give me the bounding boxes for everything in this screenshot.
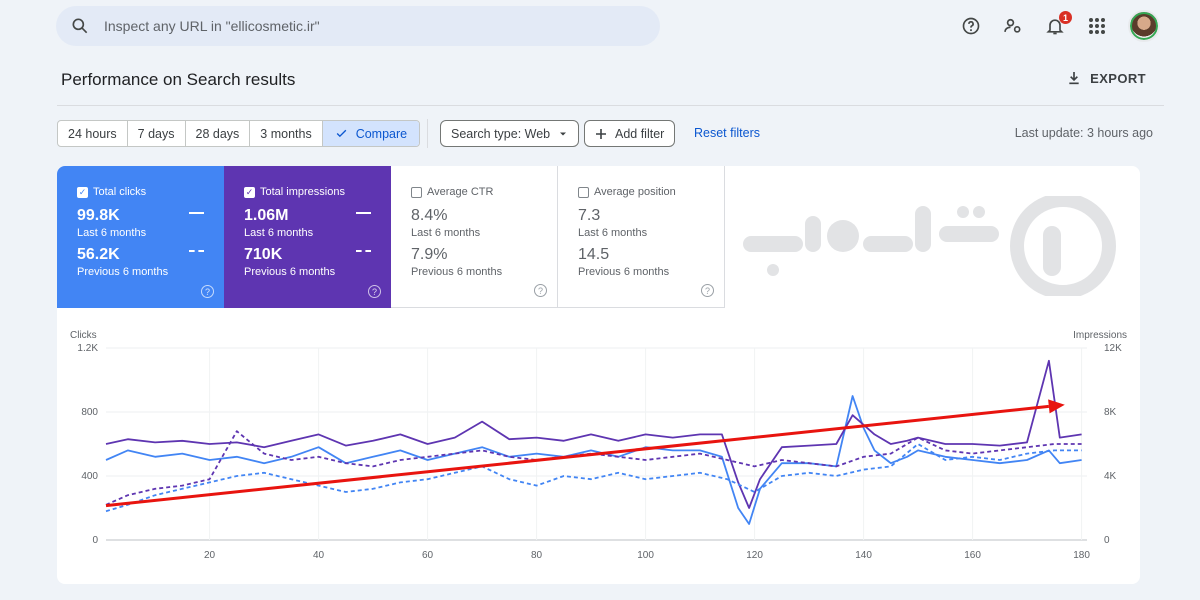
metric-previous-period: Previous 6 months	[244, 266, 336, 278]
metric-previous-value: 710K	[244, 246, 283, 263]
metric-current-value: 99.8K	[77, 207, 120, 224]
left-axis-label: Clicks	[70, 330, 97, 341]
reset-filters-link[interactable]: Reset filters	[694, 126, 760, 140]
metric-label: Total clicks	[93, 186, 147, 198]
x-tick-label: 60	[422, 550, 434, 561]
checkbox-unchecked-icon[interactable]	[578, 186, 589, 198]
x-tick-label: 80	[531, 550, 543, 561]
x-tick-label: 100	[637, 550, 654, 561]
search-type-dropdown[interactable]: Search type: Web	[440, 120, 580, 147]
search-type-label: Search type: Web	[451, 126, 551, 141]
trend-arrow	[105, 399, 1065, 508]
metric-current-value: 8.4%	[411, 207, 448, 224]
help-icon[interactable]: ?	[701, 284, 714, 297]
range-24-hours[interactable]: 24 hours	[58, 121, 128, 146]
x-tick-label: 140	[855, 550, 872, 561]
x-tick-label: 160	[964, 550, 981, 561]
range-compare[interactable]: Compare	[322, 121, 420, 146]
metric-previous-value: 7.9%	[411, 246, 448, 263]
right-axis-label: Impressions	[1073, 330, 1127, 341]
filter-separator	[427, 119, 428, 148]
metric-previous-period: Previous 6 months	[77, 266, 169, 278]
solid-line-legend	[356, 212, 371, 214]
performance-chart: Clicks Impressions 0 0 400 4K 800 8K 1.2K 12K 20…	[70, 330, 1127, 561]
checkbox-checked-icon[interactable]: ✓	[77, 186, 88, 198]
metric-previous-period: Previous 6 months	[411, 266, 503, 278]
download-icon	[1069, 72, 1079, 85]
add-filter-label: Add filter	[615, 126, 665, 141]
x-tick-label: 180	[1073, 550, 1090, 561]
previous-impressions-line	[105, 430, 1082, 506]
last-update-text: Last update: 3 hours ago	[1014, 126, 1153, 140]
chart-series	[105, 359, 1082, 525]
check-icon	[336, 129, 347, 138]
trend-arrow-line	[105, 404, 1050, 508]
header-divider	[57, 105, 1164, 106]
metric-previous-value: 56.2K	[77, 246, 120, 263]
left-tick-label: 400	[81, 471, 98, 482]
left-tick-label: 1.2K	[77, 343, 98, 354]
right-tick-label: 12K	[1104, 343, 1122, 354]
metric-average-position[interactable]: Average position 7.3 Last 6 months 14.5 …	[558, 166, 725, 308]
range-7-days[interactable]: 7 days	[128, 121, 186, 146]
apps-icon[interactable]	[1086, 15, 1108, 37]
current-clicks-line	[105, 395, 1082, 525]
help-icon[interactable]: ?	[201, 285, 214, 298]
metric-label: Average CTR	[427, 186, 494, 198]
dropdown-arrow-icon	[560, 132, 567, 135]
help-icon[interactable]: ?	[368, 285, 381, 298]
right-tick-label: 0	[1104, 535, 1110, 546]
top-toolbar: 1	[960, 10, 1160, 42]
right-tick-label: 4K	[1104, 471, 1117, 482]
help-icon[interactable]: ?	[534, 284, 547, 297]
bell-icon[interactable]: 1	[1044, 11, 1072, 37]
left-tick-label: 800	[81, 407, 98, 418]
metric-current-value: 1.06M	[244, 207, 289, 224]
export-button[interactable]: EXPORT	[1066, 70, 1146, 86]
left-tick-label: 0	[92, 535, 98, 546]
metric-label: Total impressions	[260, 186, 345, 198]
notification-badge: 1	[1059, 11, 1072, 24]
current-impressions-line	[105, 359, 1082, 509]
range-28-days[interactable]: 28 days	[186, 121, 251, 146]
plus-icon	[596, 128, 606, 139]
metric-current-period: Last 6 months	[411, 227, 481, 239]
checkbox-checked-icon[interactable]: ✓	[244, 186, 255, 198]
dashed-line-legend	[356, 250, 371, 252]
add-filter-button[interactable]: Add filter	[584, 120, 676, 147]
x-tick-label: 20	[204, 550, 216, 561]
metric-current-period: Last 6 months	[578, 227, 648, 239]
url-inspect-input[interactable]	[104, 18, 624, 34]
x-tick-label: 120	[746, 550, 763, 561]
metric-current-value: 7.3	[578, 207, 601, 224]
metric-previous-value: 14.5	[578, 246, 610, 263]
metric-current-period: Last 6 months	[244, 227, 314, 239]
dashed-line-legend	[189, 250, 204, 252]
trend-arrow-head	[1048, 399, 1065, 414]
metric-label: Average position	[594, 186, 676, 198]
x-tick-label: 40	[313, 550, 325, 561]
compare-label: Compare	[355, 126, 408, 141]
url-inspect-search[interactable]	[56, 6, 660, 46]
range-3-months[interactable]: 3 months	[250, 121, 323, 146]
date-range-selector: 24 hours 7 days 28 days 3 months Compare	[57, 120, 421, 147]
metric-total-clicks[interactable]: ✓ Total clicks 99.8K Last 6 months 56.2K …	[57, 166, 224, 308]
metric-average-ctr[interactable]: Average CTR 8.4% Last 6 months 7.9% Prev…	[391, 166, 558, 308]
performance-card: ✓ Total clicks 99.8K Last 6 months 56.2K …	[57, 166, 1140, 584]
previous-clicks-line	[105, 443, 1082, 513]
metric-previous-period: Previous 6 months	[578, 266, 670, 278]
page-title: Performance on Search results	[61, 70, 296, 89]
metric-total-impressions[interactable]: ✓ Total impressions 1.06M Last 6 months 7…	[224, 166, 391, 308]
checkbox-unchecked-icon[interactable]	[411, 186, 422, 198]
avatar[interactable]	[1128, 10, 1160, 42]
manage-users-icon[interactable]	[1002, 15, 1024, 37]
export-label: EXPORT	[1090, 70, 1146, 86]
right-tick-label: 8K	[1104, 407, 1117, 418]
watermark-logo	[743, 196, 1116, 296]
search-icon	[72, 18, 88, 34]
metric-current-period: Last 6 months	[77, 227, 147, 239]
help-icon[interactable]	[960, 15, 982, 37]
solid-line-legend	[189, 212, 204, 214]
